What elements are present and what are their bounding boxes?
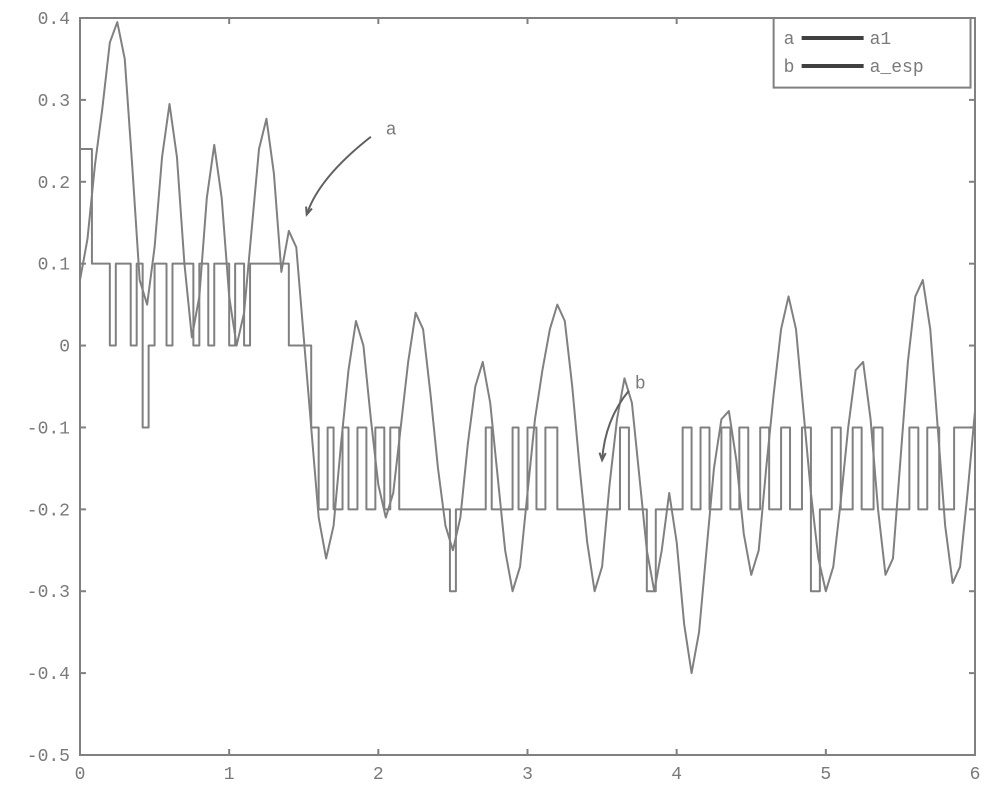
y-tick-label: 0.2 bbox=[38, 174, 70, 194]
y-tick-label: -0.5 bbox=[27, 747, 70, 767]
legend-prefix: b bbox=[784, 58, 795, 78]
x-tick-label: 3 bbox=[522, 765, 533, 785]
annotation-label: b bbox=[635, 374, 646, 394]
annotation-label: a bbox=[386, 121, 397, 141]
y-tick-label: -0.4 bbox=[27, 665, 70, 685]
plot-area bbox=[80, 22, 975, 673]
annotation-leader bbox=[307, 137, 371, 215]
y-tick-label: -0.1 bbox=[27, 419, 70, 439]
x-tick-label: 5 bbox=[820, 765, 831, 785]
x-tick-label: 2 bbox=[373, 765, 384, 785]
series-a_esp bbox=[80, 149, 975, 591]
x-tick-label: 0 bbox=[75, 765, 86, 785]
plot-border bbox=[80, 18, 975, 755]
y-tick-label: -0.2 bbox=[27, 501, 70, 521]
x-tick-label: 1 bbox=[224, 765, 235, 785]
x-tick-label: 6 bbox=[970, 765, 981, 785]
y-tick-label: -0.3 bbox=[27, 583, 70, 603]
legend-prefix: a bbox=[784, 30, 795, 50]
y-tick-label: 0.1 bbox=[38, 256, 70, 276]
legend-label: a_esp bbox=[870, 58, 924, 78]
legend-label: a1 bbox=[870, 30, 892, 50]
chart-svg: 0 1 2 3 4 5 6 -0.5 -0.4 -0.3 -0.2 -0.1 0 0.1 0.2 0.3 0.4… bbox=[0, 0, 1000, 791]
x-tick-label: 4 bbox=[671, 765, 682, 785]
y-tick-label: 0 bbox=[59, 338, 70, 358]
series-a1 bbox=[80, 22, 975, 673]
line-chart: 0 1 2 3 4 5 6 -0.5 -0.4 -0.3 -0.2 -0.1 0 0.1 0.2 0.3 0.4… bbox=[0, 0, 1000, 791]
y-tick-label: 0.3 bbox=[38, 92, 70, 112]
y-tick-label: 0.4 bbox=[38, 10, 70, 30]
